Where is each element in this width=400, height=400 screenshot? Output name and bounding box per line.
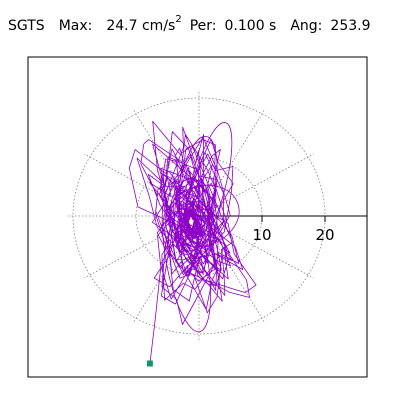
grid-spoke (198, 153, 314, 217)
angle-label: Ang: (290, 17, 323, 34)
tick-label: 20 (315, 226, 334, 244)
motion-loop (161, 182, 212, 333)
motion-loop (164, 185, 240, 247)
start-marker (146, 360, 153, 367)
max-label: Max: (58, 17, 93, 34)
tick-label: 10 (252, 226, 271, 244)
motion-loop (174, 135, 218, 255)
max-unit-power: 2 (175, 14, 182, 25)
station-code: SGTS (8, 17, 45, 34)
chart-header: SGTS Max: 24.7 cm/s2 Per: 0.100 s Ang: 253.9 (8, 14, 371, 34)
max-unit-base: cm/s (141, 17, 176, 34)
plot-frame (27, 56, 368, 378)
period-value: 0.100 s (224, 17, 277, 34)
max-unit: cm/s2 (141, 14, 182, 34)
motion-loop (184, 122, 233, 251)
grid-spoke (198, 215, 314, 279)
motion-trace (128, 120, 257, 364)
period-label: Per: (189, 17, 217, 34)
tick-labels: 10 20 (252, 226, 334, 244)
motion-trace-path (128, 120, 257, 364)
angle-value: 253.9 (330, 17, 371, 34)
start-marker-group (146, 360, 153, 367)
max-value: 24.7 (106, 17, 138, 34)
